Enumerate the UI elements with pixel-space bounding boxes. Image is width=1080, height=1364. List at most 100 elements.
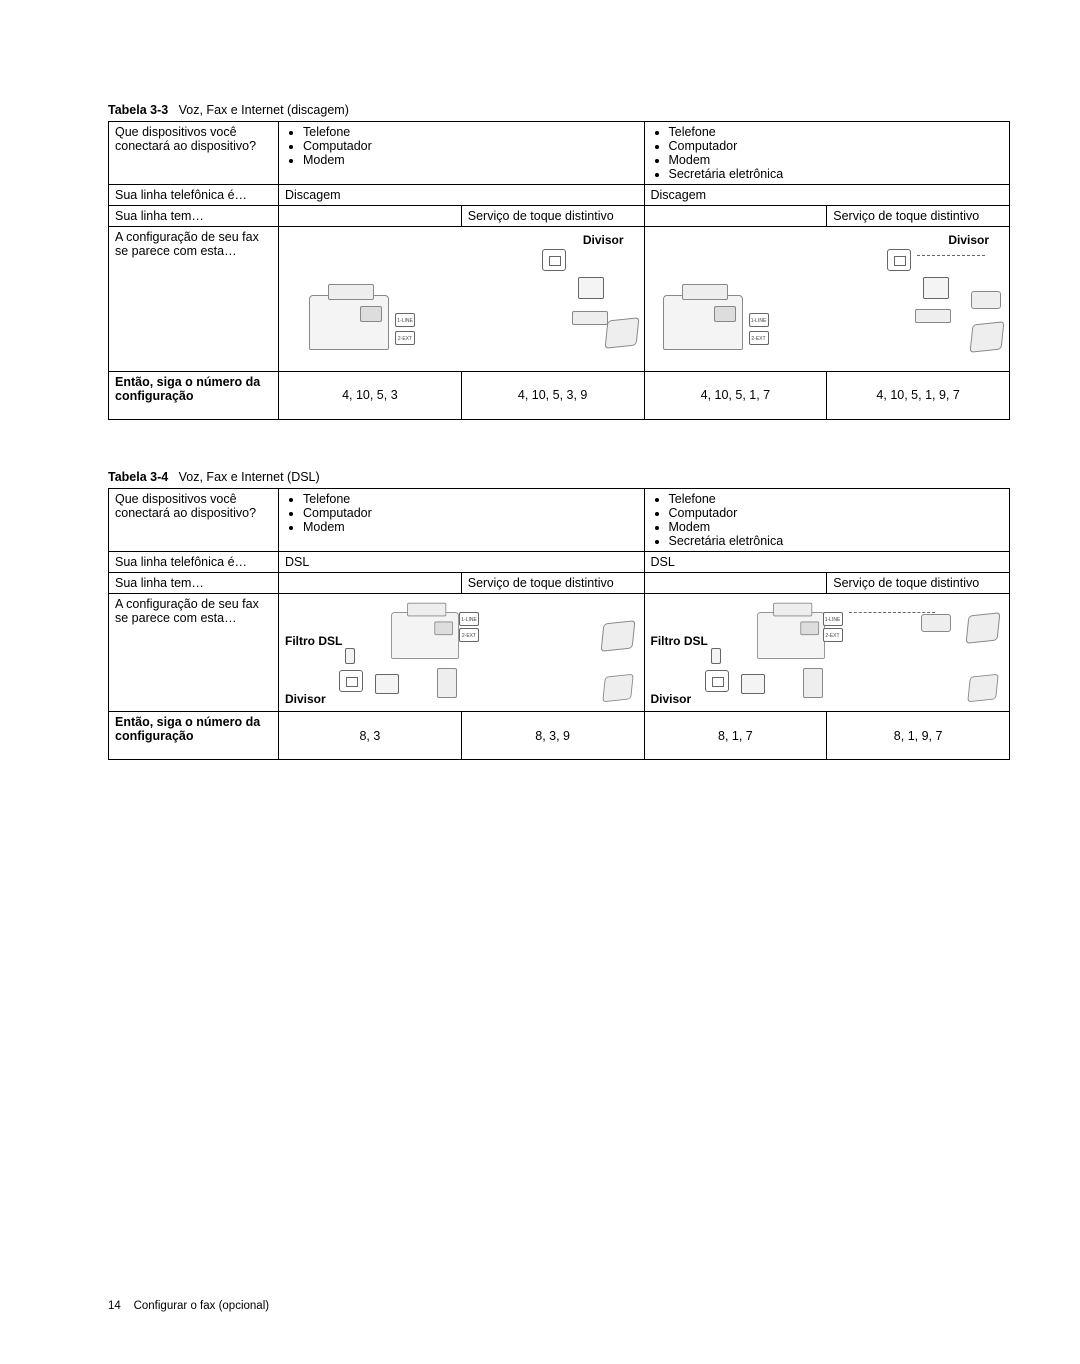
t33-r3-c2: Serviço de toque distintivo bbox=[461, 205, 644, 226]
t34-r1-c2: Telefone Computador Modem Secretária ele… bbox=[644, 489, 1010, 552]
port-1line-icon: 1-LINE bbox=[395, 313, 415, 327]
divisor-label: Divisor bbox=[948, 233, 989, 247]
list-item: Modem bbox=[303, 520, 638, 534]
t34-config-3: 8, 1, 7 bbox=[644, 712, 827, 760]
t34-config-2: 8, 3, 9 bbox=[461, 712, 644, 760]
splitter-icon bbox=[578, 277, 604, 299]
list-item: Modem bbox=[669, 520, 1004, 534]
list-item: Secretária eletrônica bbox=[669, 167, 1004, 181]
t34-r4-label: A configuração de seu fax se parece com … bbox=[109, 594, 279, 712]
list-item: Telefone bbox=[669, 492, 1004, 506]
table-3-3-rest: Voz, Fax e Internet (discagem) bbox=[168, 103, 349, 117]
list-item: Computador bbox=[669, 506, 1004, 520]
splitter-icon bbox=[741, 674, 765, 694]
list-item: Computador bbox=[303, 506, 638, 520]
table-3-3-title: Tabela 3-3 Voz, Fax e Internet (discagem… bbox=[108, 103, 1010, 117]
table-3-3: Que dispositivos você conectará ao dispo… bbox=[108, 121, 1010, 420]
phone-icon bbox=[604, 317, 639, 349]
t33-r2-label: Sua linha telefônica é… bbox=[109, 184, 279, 205]
port-2ext-icon: 2-EXT bbox=[823, 628, 843, 642]
t33-r1-label: Que dispositivos você conectará ao dispo… bbox=[109, 121, 279, 184]
t34-r3-c4: Serviço de toque distintivo bbox=[827, 573, 1010, 594]
t33-config-2: 4, 10, 5, 3, 9 bbox=[461, 371, 644, 419]
wall-jack-icon bbox=[887, 249, 911, 271]
t33-diagram-1: Divisor 1-LINE 2-EXT bbox=[279, 226, 645, 371]
t33-config-3: 4, 10, 5, 1, 7 bbox=[644, 371, 827, 419]
t33-r3-c3 bbox=[644, 205, 827, 226]
list-item: Secretária eletrônica bbox=[669, 534, 1004, 548]
t33-r1-c2: Telefone Computador Modem Secretária ele… bbox=[644, 121, 1010, 184]
list-item: Telefone bbox=[303, 492, 638, 506]
phone-icon bbox=[602, 674, 633, 703]
phone-icon bbox=[967, 674, 998, 703]
printer-icon bbox=[757, 612, 825, 659]
wall-jack-icon bbox=[705, 670, 729, 692]
t34-diagram-2: Filtro DSL Divisor 1-LINE 2-EXT bbox=[644, 594, 1010, 712]
list-item: Modem bbox=[303, 153, 638, 167]
t34-config-4: 8, 1, 9, 7 bbox=[827, 712, 1010, 760]
t34-config-1: 8, 3 bbox=[279, 712, 462, 760]
wall-jack-icon bbox=[339, 670, 363, 692]
t34-diagram-1: Filtro DSL Divisor 1-LINE 2-EXT bbox=[279, 594, 645, 712]
t34-r3-c3 bbox=[644, 573, 827, 594]
port-1line-icon: 1-LINE bbox=[749, 313, 769, 327]
port-2ext-icon: 2-EXT bbox=[749, 331, 769, 345]
answering-machine-icon bbox=[971, 291, 1001, 309]
printer-icon bbox=[391, 612, 459, 659]
filtro-dsl-label: Filtro DSL bbox=[285, 634, 342, 648]
filter-icon bbox=[345, 648, 355, 664]
modem-icon bbox=[572, 311, 608, 325]
list-item: Computador bbox=[669, 139, 1004, 153]
t33-r3-label: Sua linha tem… bbox=[109, 205, 279, 226]
t33-r3-c4: Serviço de toque distintivo bbox=[827, 205, 1010, 226]
phone-icon bbox=[970, 321, 1005, 353]
t33-r3-c1 bbox=[279, 205, 462, 226]
t34-r3-label: Sua linha tem… bbox=[109, 573, 279, 594]
t33-r2-c1: Discagem bbox=[279, 184, 645, 205]
filter-icon bbox=[711, 648, 721, 664]
port-1line-icon: 1-LINE bbox=[823, 612, 843, 626]
filtro-dsl-label: Filtro DSL bbox=[651, 634, 708, 648]
printer-icon bbox=[309, 295, 389, 350]
t33-config-4: 4, 10, 5, 1, 9, 7 bbox=[827, 371, 1010, 419]
printer-icon bbox=[663, 295, 743, 350]
t34-r2-label: Sua linha telefônica é… bbox=[109, 552, 279, 573]
table-3-4-title: Tabela 3-4 Voz, Fax e Internet (DSL) bbox=[108, 470, 1010, 484]
answering-machine-icon bbox=[921, 614, 951, 632]
port-1line-icon: 1-LINE bbox=[459, 612, 479, 626]
t34-r5-label: Então, siga o número da configuração bbox=[109, 712, 279, 760]
t34-r3-c1 bbox=[279, 573, 462, 594]
table-3-4: Que dispositivos você conectará ao dispo… bbox=[108, 488, 1010, 760]
port-2ext-icon: 2-EXT bbox=[395, 331, 415, 345]
wall-jack-icon bbox=[542, 249, 566, 271]
table-3-4-prefix: Tabela 3-4 bbox=[108, 470, 168, 484]
page-footer: 14 Configurar o fax (opcional) bbox=[108, 1300, 269, 1312]
dash-line bbox=[849, 612, 935, 613]
t34-r1-label: Que dispositivos você conectará ao dispo… bbox=[109, 489, 279, 552]
list-item: Telefone bbox=[303, 125, 638, 139]
list-item: Computador bbox=[303, 139, 638, 153]
t34-r1-c1: Telefone Computador Modem bbox=[279, 489, 645, 552]
modem-icon bbox=[803, 668, 823, 698]
table-3-4-rest: Voz, Fax e Internet (DSL) bbox=[168, 470, 319, 484]
t34-r2-c2: DSL bbox=[644, 552, 1010, 573]
t33-r2-c2: Discagem bbox=[644, 184, 1010, 205]
t34-r3-c2: Serviço de toque distintivo bbox=[461, 573, 644, 594]
t33-diagram-2: Divisor 1-LINE 2-EXT bbox=[644, 226, 1010, 371]
divisor-label: Divisor bbox=[583, 233, 624, 247]
t33-r1-c1: Telefone Computador Modem bbox=[279, 121, 645, 184]
splitter-icon bbox=[923, 277, 949, 299]
table-3-3-prefix: Tabela 3-3 bbox=[108, 103, 168, 117]
splitter-icon bbox=[375, 674, 399, 694]
t33-config-1: 4, 10, 5, 3 bbox=[279, 371, 462, 419]
list-item: Modem bbox=[669, 153, 1004, 167]
phone-icon bbox=[966, 612, 1001, 644]
modem-icon bbox=[915, 309, 951, 323]
list-item: Telefone bbox=[669, 125, 1004, 139]
modem-icon bbox=[437, 668, 457, 698]
port-2ext-icon: 2-EXT bbox=[459, 628, 479, 642]
divisor-label: Divisor bbox=[651, 692, 692, 706]
t33-r5-label: Então, siga o número da configuração bbox=[109, 371, 279, 419]
t33-r4-label: A configuração de seu fax se parece com … bbox=[109, 226, 279, 371]
phone-icon bbox=[600, 620, 635, 652]
